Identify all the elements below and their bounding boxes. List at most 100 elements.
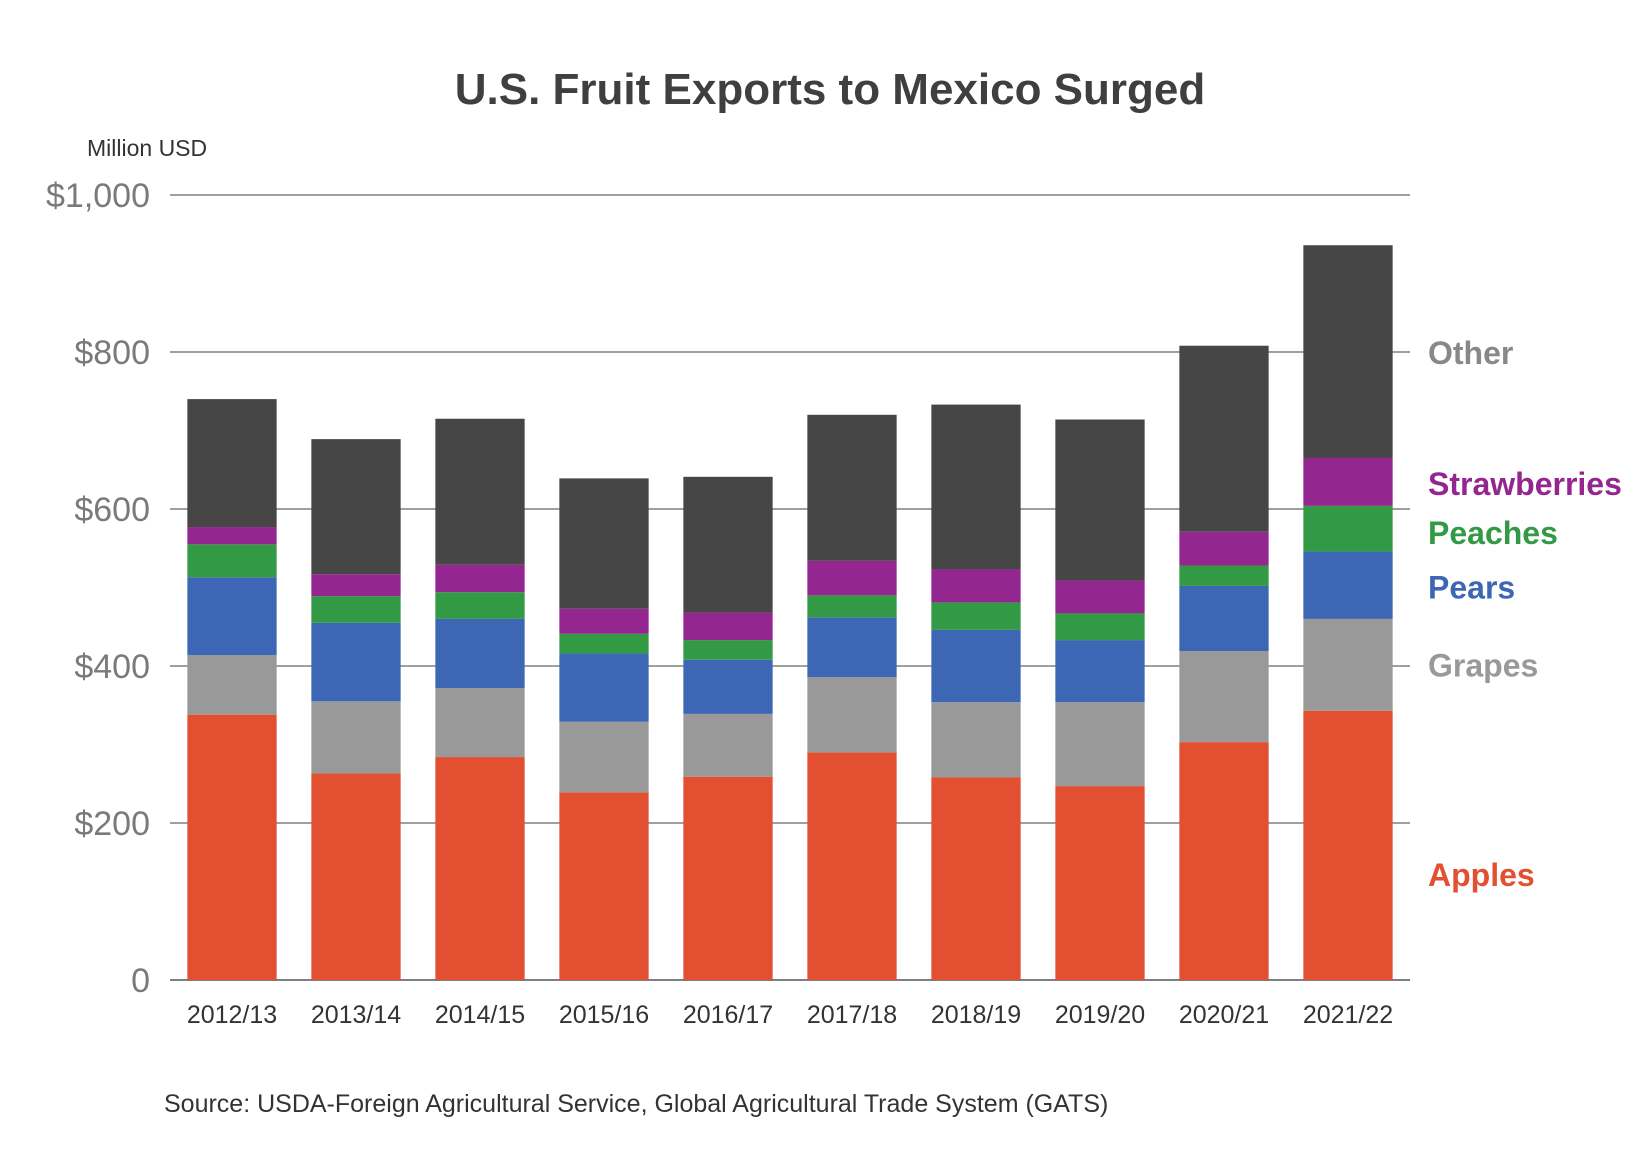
- bar-segment-peaches: [931, 602, 1021, 630]
- bar-segment-peaches: [1179, 565, 1269, 586]
- bar-segment-apples: [311, 773, 401, 980]
- x-tick-label: 2020/21: [1179, 1001, 1269, 1029]
- legend: Other Strawberries Peaches Pears Grapes Apple…: [1428, 335, 1622, 893]
- x-tick-label: 2017/18: [807, 1001, 897, 1029]
- x-tick-label: 2015/16: [559, 1001, 649, 1029]
- bar-segment-apples: [1179, 742, 1269, 980]
- bar-segment-pears: [187, 577, 277, 656]
- bar-stack-2012-13: [187, 399, 277, 980]
- bar-segment-other: [1179, 345, 1269, 532]
- bar-segment-pears: [1303, 551, 1393, 619]
- legend-label-pears: Pears: [1428, 570, 1515, 606]
- bar-segment-pears: [807, 617, 897, 677]
- bar-stack-2016-17: [683, 476, 773, 980]
- bar-stack-2013-14: [311, 439, 401, 980]
- bar-segment-grapes: [559, 721, 649, 793]
- bar-segment-grapes: [1179, 651, 1269, 743]
- bar-segment-other: [931, 404, 1021, 570]
- bar-stack-2014-15: [435, 418, 525, 980]
- x-tick-label: 2012/13: [187, 1001, 277, 1029]
- legend-label-other: Other: [1428, 335, 1513, 371]
- legend-label-apples: Apples: [1428, 857, 1535, 893]
- bar-segment-pears: [1055, 640, 1145, 703]
- bar-segment-other: [1055, 419, 1145, 581]
- y-tick-label: $400: [74, 648, 150, 686]
- bar-segment-strawberries: [311, 574, 401, 597]
- y-axis-ticks: 0 $200 $400 $600 $800 $1,000: [46, 177, 150, 1000]
- legend-label-peaches: Peaches: [1428, 515, 1558, 551]
- y-tick-label: $200: [74, 805, 150, 843]
- bar-segment-grapes: [435, 687, 525, 758]
- bar-stack-2017-18: [807, 414, 897, 980]
- bar-segment-other: [187, 399, 277, 528]
- bar-segment-pears: [1179, 585, 1269, 652]
- bar-segment-grapes: [311, 701, 401, 774]
- bar-segment-pears: [683, 659, 773, 714]
- chart-title: U.S. Fruit Exports to Mexico Surged: [455, 65, 1206, 114]
- bar-segment-grapes: [807, 676, 897, 753]
- x-tick-label: 2019/20: [1055, 1001, 1145, 1029]
- bar-segment-pears: [931, 629, 1021, 703]
- x-tick-label: 2013/14: [311, 1001, 401, 1029]
- bar-segment-grapes: [683, 713, 773, 777]
- bar-segment-pears: [559, 653, 649, 722]
- x-tick-label: 2016/17: [683, 1001, 773, 1029]
- bar-segment-strawberries: [683, 612, 773, 641]
- bar-segment-grapes: [187, 655, 277, 715]
- bar-segment-apples: [559, 792, 649, 980]
- bar-segment-apples: [187, 714, 277, 980]
- y-tick-label: $600: [74, 491, 150, 529]
- bar-segment-other: [435, 418, 525, 565]
- y-tick-label: $1,000: [46, 177, 150, 215]
- bar-segment-grapes: [931, 702, 1021, 778]
- bar-segment-pears: [311, 622, 401, 702]
- bar-segment-strawberries: [187, 527, 277, 545]
- bar-segment-peaches: [683, 640, 773, 660]
- bar-segment-peaches: [807, 595, 897, 618]
- bar-segment-other: [807, 414, 897, 561]
- x-tick-label: 2014/15: [435, 1001, 525, 1029]
- bars: [187, 245, 1393, 980]
- y-tick-label: $800: [74, 334, 150, 372]
- bar-stack-2019-20: [1055, 419, 1145, 980]
- bar-segment-strawberries: [559, 608, 649, 634]
- bar-segment-apples: [1303, 710, 1393, 980]
- bar-stack-2015-16: [559, 478, 649, 980]
- x-tick-label: 2018/19: [931, 1001, 1021, 1029]
- bar-segment-peaches: [435, 592, 525, 619]
- bar-segment-pears: [435, 618, 525, 688]
- bar-segment-peaches: [187, 544, 277, 578]
- bar-segment-other: [683, 476, 773, 613]
- bar-segment-apples: [931, 777, 1021, 980]
- bar-segment-apples: [683, 776, 773, 980]
- y-tick-label: 0: [131, 962, 150, 1000]
- bar-segment-peaches: [559, 633, 649, 654]
- bar-stack-2020-21: [1179, 345, 1269, 980]
- bar-segment-strawberries: [807, 560, 897, 596]
- bar-segment-strawberries: [1303, 457, 1393, 506]
- bar-segment-apples: [435, 757, 525, 980]
- bar-stack-2021-22: [1303, 245, 1393, 980]
- bar-segment-strawberries: [435, 564, 525, 593]
- x-tick-label: 2021/22: [1303, 1001, 1393, 1029]
- bar-segment-apples: [807, 752, 897, 980]
- legend-label-strawberries: Strawberries: [1428, 466, 1622, 502]
- source-note: Source: USDA-Foreign Agricultural Servic…: [164, 1090, 1108, 1118]
- bar-segment-strawberries: [1179, 531, 1269, 566]
- bar-segment-other: [559, 478, 649, 609]
- x-axis-ticks: 2012/13 2013/14 2014/15 2015/16 2016/17 2017/…: [187, 1001, 1393, 1029]
- y-axis-label: Million USD: [87, 135, 207, 161]
- legend-label-grapes: Grapes: [1428, 647, 1538, 683]
- bar-stack-2018-19: [931, 404, 1021, 980]
- bar-segment-strawberries: [931, 569, 1021, 603]
- bar-segment-strawberries: [1055, 580, 1145, 614]
- bar-segment-peaches: [311, 596, 401, 623]
- bar-segment-peaches: [1303, 505, 1393, 552]
- bar-segment-grapes: [1303, 618, 1393, 711]
- bar-segment-peaches: [1055, 613, 1145, 641]
- bar-segment-other: [1303, 245, 1393, 458]
- bar-segment-apples: [1055, 786, 1145, 980]
- bar-segment-grapes: [1055, 702, 1145, 787]
- bar-segment-other: [311, 439, 401, 575]
